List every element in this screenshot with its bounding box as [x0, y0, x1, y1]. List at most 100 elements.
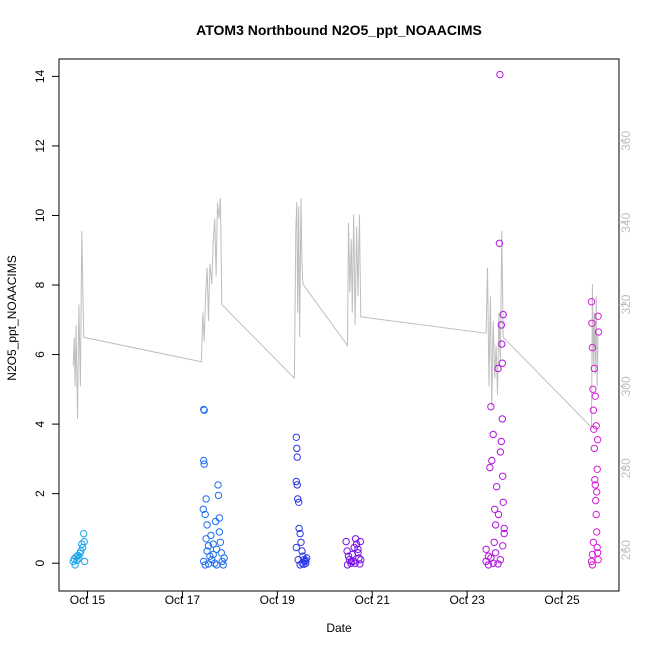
x-tick-label: Oct 25: [544, 593, 580, 607]
data-point: [588, 550, 597, 559]
data-point: [587, 557, 596, 566]
data-point: [498, 340, 506, 348]
data-point: [78, 540, 86, 548]
data-point: [494, 510, 503, 519]
y-tick-label: 12: [33, 139, 47, 153]
plot-frame: [58, 58, 620, 592]
data-point: [594, 556, 602, 564]
data-point: [214, 491, 223, 500]
data-point: [292, 543, 300, 552]
data-point: [588, 319, 596, 327]
data-point: [588, 561, 597, 569]
data-point: [356, 537, 365, 546]
data-point: [592, 510, 600, 519]
data-point: [498, 359, 506, 367]
data-point: [215, 528, 224, 536]
line-layer: [72, 198, 599, 429]
data-point: [298, 547, 306, 555]
data-point: [80, 557, 89, 566]
data-point: [357, 556, 365, 564]
data-point: [499, 472, 507, 480]
data-point: [499, 542, 507, 550]
y2-tick-label: 280: [619, 458, 633, 478]
data-point: [77, 547, 85, 555]
data-point: [491, 549, 500, 557]
data-point: [494, 364, 502, 373]
data-point: [500, 529, 508, 538]
data-point: [302, 556, 310, 565]
data-point: [347, 557, 355, 566]
data-point: [214, 481, 222, 489]
data-point: [590, 444, 598, 453]
data-point: [589, 406, 598, 414]
y-tick-label: 4: [33, 420, 47, 427]
x-tick-label: Oct 21: [355, 593, 391, 607]
series-2: [199, 405, 228, 569]
y2-tick-label: 300: [619, 376, 633, 396]
y-tick-label: 8: [33, 281, 47, 288]
data-point: [492, 483, 501, 491]
data-point: [354, 545, 362, 553]
data-point: [589, 538, 598, 546]
data-point: [496, 448, 505, 456]
data-point: [293, 444, 301, 453]
data-point: [482, 545, 490, 553]
series-1: [69, 529, 89, 569]
data-point: [199, 505, 208, 513]
y-axis-label: N2O5_ppt_NOAACIMS: [5, 255, 19, 380]
x-axis-label: Date: [326, 621, 352, 635]
data-point: [80, 529, 88, 538]
data-point: [201, 561, 209, 569]
data-point: [73, 556, 81, 565]
data-point: [296, 529, 304, 538]
data-point: [342, 537, 350, 546]
data-point: [200, 456, 208, 465]
data-point: [212, 561, 221, 569]
data-point: [495, 239, 504, 248]
y2-tick-label: 260: [619, 540, 633, 560]
data-point: [592, 422, 600, 430]
data-point: [496, 70, 504, 79]
data-point: [80, 537, 88, 546]
y2-tick-label: 320: [619, 294, 633, 314]
data-point: [588, 343, 597, 352]
data-point: [343, 547, 351, 555]
data-point: [587, 298, 596, 306]
data-point: [209, 540, 217, 548]
data-point: [202, 495, 210, 503]
series-6: [587, 298, 603, 569]
data-point: [202, 535, 210, 543]
data-point: [75, 554, 83, 562]
data-point: [499, 498, 507, 506]
data-point: [351, 559, 359, 567]
x-axis: Oct 15 Oct 17 Oct 19 Oct 21 Oct 23 Oct 25: [70, 591, 580, 607]
data-point: [293, 481, 301, 489]
data-point: [204, 560, 213, 568]
chart-title: ATOM3 Northbound N2O5_ppt_NOAACIMS: [196, 22, 482, 38]
data-point: [593, 543, 601, 552]
data-point: [200, 460, 208, 468]
data-point: [592, 496, 600, 505]
data-point: [296, 561, 304, 569]
data-point: [297, 538, 305, 546]
points-layer: [69, 70, 603, 569]
data-point: [352, 540, 361, 548]
y-tick-label: 6: [33, 351, 47, 358]
data-point: [593, 549, 602, 557]
data-point: [211, 517, 220, 526]
y2-tick-label: 340: [619, 212, 633, 232]
data-point: [498, 415, 506, 423]
data-point: [203, 521, 211, 529]
data-point: [593, 436, 602, 444]
data-point: [491, 505, 499, 513]
data-point: [356, 560, 364, 568]
data-point: [499, 310, 507, 319]
x-tick-label: Oct 19: [260, 593, 296, 607]
data-point: [591, 476, 599, 484]
x-tick-label: Oct 17: [165, 593, 201, 607]
y-tick-label: 14: [33, 69, 47, 83]
series-4: [342, 535, 365, 569]
data-point: [292, 477, 300, 486]
data-point: [489, 559, 497, 567]
